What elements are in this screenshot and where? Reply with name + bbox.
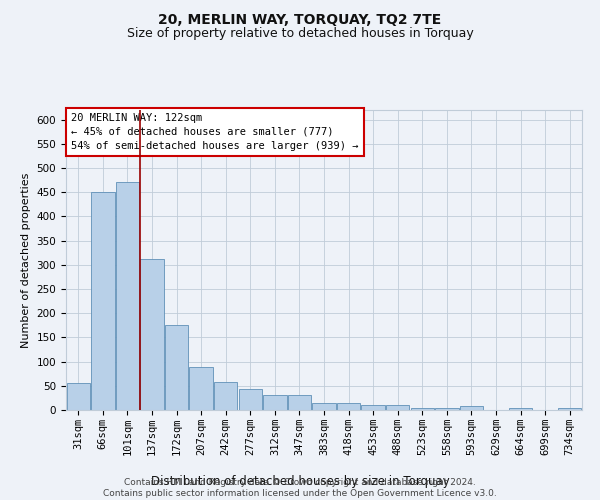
Bar — [140, 259, 164, 410]
Bar — [91, 192, 115, 410]
Text: 20, MERLIN WAY, TORQUAY, TQ2 7TE: 20, MERLIN WAY, TORQUAY, TQ2 7TE — [158, 12, 442, 26]
Bar — [116, 182, 139, 410]
Bar — [509, 408, 532, 410]
Bar — [288, 394, 311, 410]
Bar — [337, 402, 360, 410]
Bar — [386, 405, 409, 410]
Bar — [263, 396, 287, 410]
Bar — [67, 384, 90, 410]
Bar — [435, 408, 458, 410]
Bar — [558, 408, 581, 410]
Y-axis label: Number of detached properties: Number of detached properties — [21, 172, 31, 348]
Bar — [239, 389, 262, 410]
Bar — [165, 325, 188, 410]
Text: Size of property relative to detached houses in Torquay: Size of property relative to detached ho… — [127, 28, 473, 40]
Bar — [214, 382, 238, 410]
Bar — [460, 406, 483, 410]
Bar — [313, 402, 335, 410]
Text: 20 MERLIN WAY: 122sqm
← 45% of detached houses are smaller (777)
54% of semi-det: 20 MERLIN WAY: 122sqm ← 45% of detached … — [71, 113, 359, 151]
Bar — [410, 408, 434, 410]
Bar — [361, 405, 385, 410]
Text: Contains HM Land Registry data © Crown copyright and database right 2024.
Contai: Contains HM Land Registry data © Crown c… — [103, 478, 497, 498]
Bar — [190, 368, 213, 410]
Text: Distribution of detached houses by size in Torquay: Distribution of detached houses by size … — [151, 474, 449, 488]
